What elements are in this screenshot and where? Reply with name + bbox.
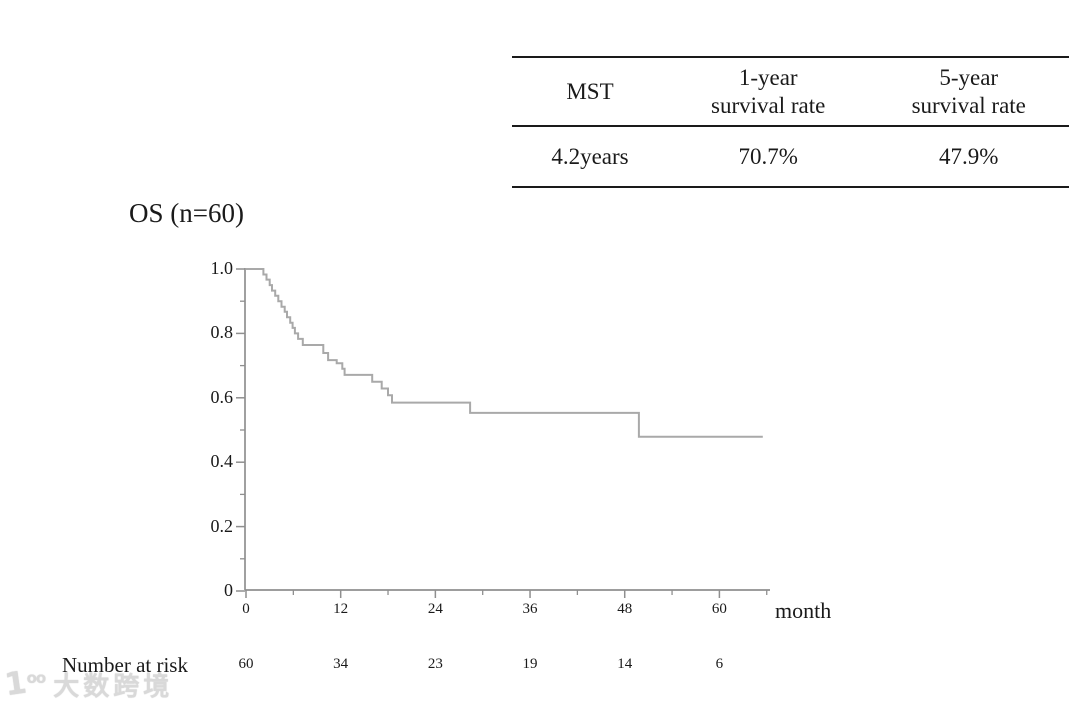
summary-table-value-cell: 4.2years [551, 143, 629, 169]
y-axis-tick-label: 0.2 [210, 515, 234, 536]
number-at-risk-value: 23 [427, 656, 443, 672]
x-axis-unit-label: month [775, 598, 832, 623]
brand-logo-icon-oo: oo [26, 669, 47, 687]
watermark: 1 oo 大数跨境 [2, 664, 174, 704]
x-axis-tick-label: 60 [711, 601, 727, 617]
number-at-risk-value: 19 [522, 656, 538, 672]
number-at-risk-value: 34 [333, 656, 349, 672]
brand-logo-icon: 1 [2, 664, 29, 704]
y-axis-tick-label: 0.4 [210, 451, 234, 472]
number-at-risk-value: 14 [617, 656, 633, 672]
summary-table-header-row: MST 1-year survival rate 5-year survival rat… [512, 58, 1069, 127]
survival-curve [246, 268, 763, 438]
summary-table-value-row: 4.2years 70.7% 47.9% [512, 127, 1069, 186]
x-axis-tick-label: 0 [242, 601, 250, 617]
chart-title: OS (n=60) [129, 198, 244, 228]
y-axis-tick-label: 0 [224, 580, 233, 600]
number-at-risk-label: Number at risk [62, 653, 188, 677]
x-axis-tick-label: 36 [522, 601, 538, 617]
watermark-text: 大数跨境 [53, 672, 174, 702]
x-axis-tick-label: 12 [333, 601, 349, 617]
summary-table-value-cell: 47.9% [939, 143, 999, 169]
y-axis-tick-label: 0.8 [210, 322, 234, 343]
number-at-risk-value: 6 [715, 656, 724, 672]
number-at-risk-value: 60 [238, 656, 254, 672]
summary-table-header-cell: 5-year survival rate [911, 65, 1026, 118]
x-axis-tick-label: 48 [617, 601, 633, 617]
x-axis-tick-label: 24 [427, 601, 443, 617]
summary-table: MST 1-year survival rate 5-year survival rat… [512, 56, 1069, 188]
summary-table-header-cell: 1-year survival rate [711, 65, 826, 118]
summary-table-value-cell: 70.7% [738, 143, 798, 169]
y-axis-tick-label: 0.6 [210, 386, 234, 407]
y-axis-tick-label: 1.0 [210, 258, 234, 278]
summary-table-header-cell: MST [566, 78, 614, 104]
